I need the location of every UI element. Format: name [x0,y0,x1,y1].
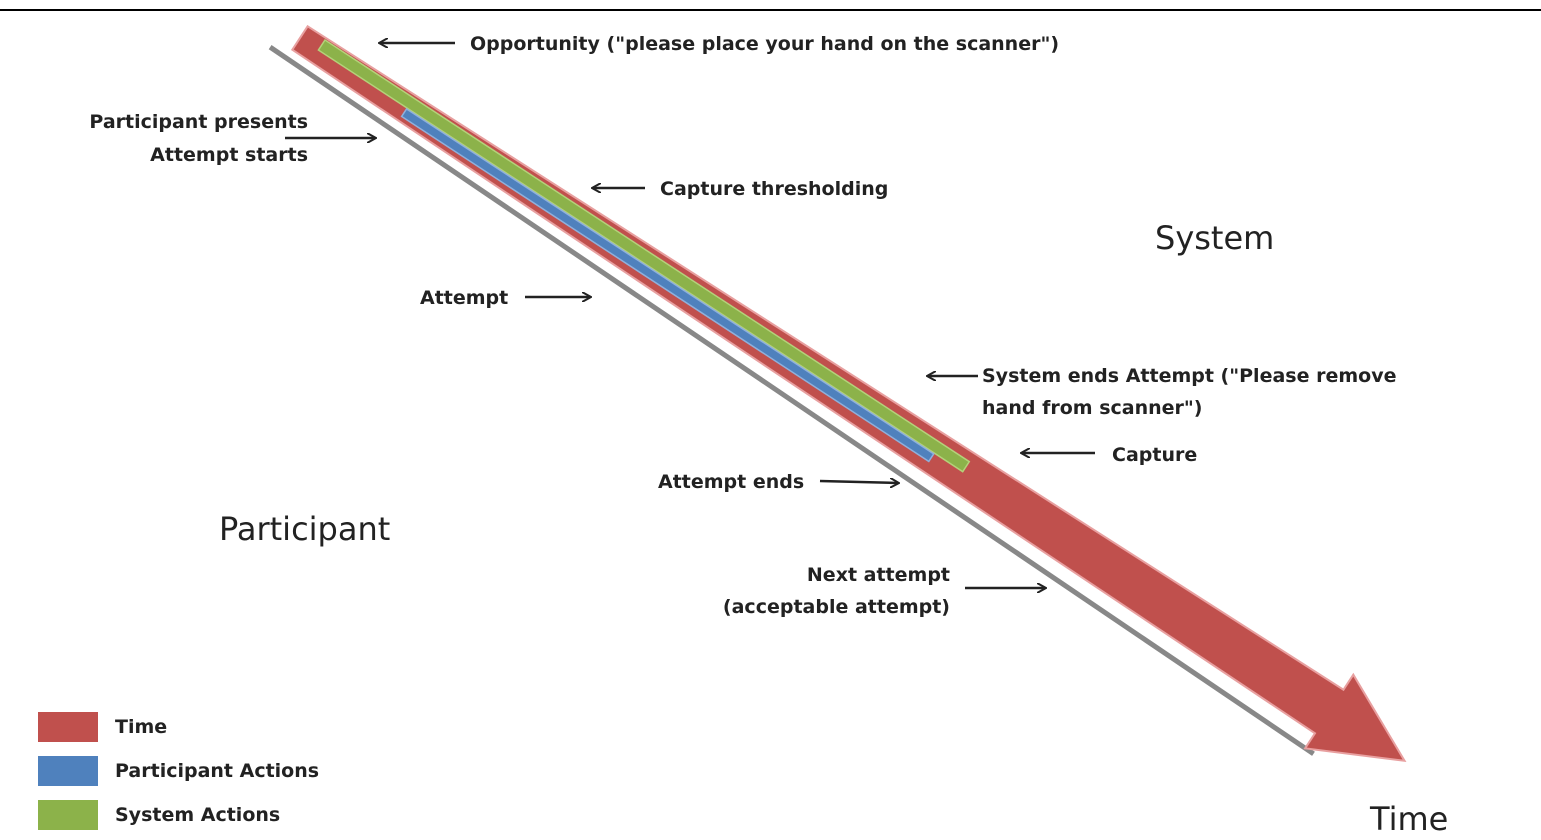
shadow [268,45,1315,756]
annotation: Attempt [420,287,508,309]
legend-label: Participant Actions [115,760,319,782]
annotation: Attempt ends [658,471,804,493]
legend-label: System Actions [115,804,280,826]
legend-swatch [38,712,98,742]
pointers [285,43,1095,588]
region-label: Participant [219,510,390,548]
region-label: System [1155,219,1274,257]
legend-swatch [38,756,98,786]
region-label: Time [1369,800,1448,838]
legend-label: Time [115,716,167,738]
annotation: Capture thresholding [660,178,888,200]
legend: Time Participant Actions System Actions [38,712,319,830]
annotation: Opportunity ("please place your hand on … [470,33,1059,55]
annotation: Attempt starts [150,144,308,166]
participant-band [400,107,935,463]
annotation: (acceptable attempt) [723,596,950,618]
annotation: Participant presents [89,111,308,133]
annotation: hand from scanner") [982,397,1202,419]
annotation: Next attempt [807,564,950,586]
system-band [317,38,971,473]
legend-swatch [38,800,98,830]
annotation: System ends Attempt ("Please remove [982,365,1396,387]
timeline [268,24,1407,763]
annotation: Capture [1112,444,1197,466]
